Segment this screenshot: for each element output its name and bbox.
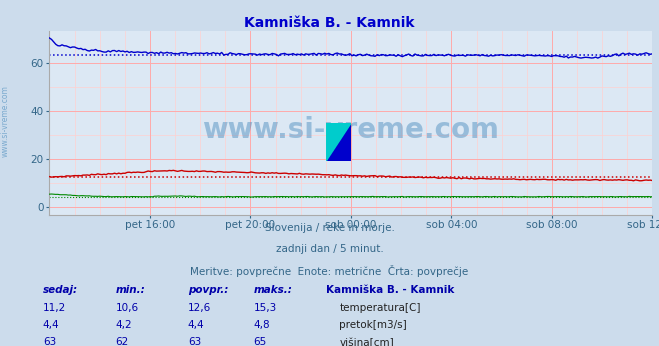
Text: 4,4: 4,4: [43, 320, 59, 330]
Text: 15,3: 15,3: [254, 303, 277, 313]
Text: temperatura[C]: temperatura[C]: [339, 303, 421, 313]
Text: Slovenija / reke in morje.: Slovenija / reke in morje.: [264, 223, 395, 233]
Text: povpr.:: povpr.:: [188, 285, 228, 295]
Text: 11,2: 11,2: [43, 303, 66, 313]
Text: 63: 63: [188, 337, 201, 346]
Bar: [326, 123, 339, 142]
Text: zadnji dan / 5 minut.: zadnji dan / 5 minut.: [275, 244, 384, 254]
Text: 4,2: 4,2: [115, 320, 132, 330]
Text: Kamniška B. - Kamnik: Kamniška B. - Kamnik: [326, 285, 455, 295]
Text: 12,6: 12,6: [188, 303, 211, 313]
Text: Meritve: povprečne  Enote: metrične  Črta: povprečje: Meritve: povprečne Enote: metrične Črta:…: [190, 265, 469, 277]
Polygon shape: [326, 123, 351, 161]
Text: 62: 62: [115, 337, 129, 346]
Text: Kamniška B. - Kamnik: Kamniška B. - Kamnik: [244, 16, 415, 29]
Polygon shape: [326, 123, 351, 161]
Text: 4,8: 4,8: [254, 320, 270, 330]
Text: sedaj:: sedaj:: [43, 285, 78, 295]
Text: www.si-vreme.com: www.si-vreme.com: [1, 85, 10, 157]
Text: 4,4: 4,4: [188, 320, 204, 330]
Text: 65: 65: [254, 337, 267, 346]
Text: višina[cm]: višina[cm]: [339, 337, 394, 346]
Text: 63: 63: [43, 337, 56, 346]
Text: pretok[m3/s]: pretok[m3/s]: [339, 320, 407, 330]
Text: min.:: min.:: [115, 285, 145, 295]
Text: maks.:: maks.:: [254, 285, 293, 295]
Bar: [339, 142, 351, 161]
Text: 10,6: 10,6: [115, 303, 138, 313]
Text: www.si-vreme.com: www.si-vreme.com: [202, 116, 500, 144]
